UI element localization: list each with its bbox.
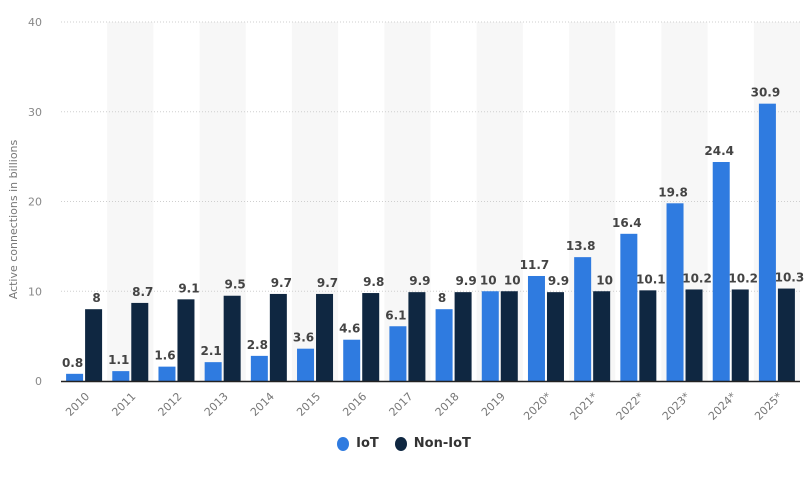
bar-non-iot [593,291,611,381]
y-tick-label: 20 [28,196,42,209]
x-tick-label: 2025* [752,390,785,423]
bar-non-iot [639,290,657,381]
data-label: 9.7 [271,276,292,290]
bar-non-iot [316,293,334,381]
data-label: 9.1 [178,281,199,295]
data-label: 10 [596,273,613,287]
data-label: 9.8 [363,275,384,289]
x-tick-label: 2017 [387,390,416,419]
data-label: 8 [438,291,446,305]
x-tick-label: 2011 [109,390,138,419]
bar-iot [620,233,638,381]
data-label: 2.1 [201,344,222,358]
data-label: 10.3 [775,271,805,285]
bar-iot [158,366,176,381]
bar-iot [481,291,499,381]
legend-marker-non-iot [394,436,407,451]
bar-iot [574,257,592,381]
bar-iot [204,362,222,381]
bar-non-iot [731,289,749,381]
legend: IoT Non-IoT [0,436,808,451]
bar-iot [527,275,545,381]
legend-item-iot[interactable]: IoT [337,436,379,451]
data-label: 1.1 [108,353,129,367]
data-label: 9.9 [548,274,569,288]
x-tick-label: 2021* [567,390,600,423]
bar-iot [435,309,453,381]
x-tick-label: 2018 [433,390,462,419]
bar-non-iot [408,292,426,381]
bar-non-iot [85,309,103,381]
bar-iot [297,348,315,381]
data-label: 30.9 [751,86,781,100]
bar-iot [758,103,776,382]
x-tick-label: 2023* [660,390,693,423]
data-label: 2.8 [247,338,268,352]
x-tick-label: 2016 [340,390,369,419]
x-tick-label: 2014 [248,390,277,419]
bar-non-iot [500,291,518,381]
data-label: 8 [92,291,100,305]
bar-iot [250,355,268,381]
bar-non-iot [362,293,380,381]
data-label: 0.8 [62,356,83,370]
data-label: 8.7 [132,285,153,299]
bar-iot [389,326,407,381]
bar-iot [343,339,361,381]
data-label: 19.8 [658,185,688,199]
data-label: 16.4 [612,216,642,230]
data-label: 3.6 [293,331,314,345]
x-tick-label: 2012 [156,390,185,419]
bar-non-iot [177,299,195,381]
x-tick-label: 2013 [202,390,231,419]
data-label: 13.8 [566,239,596,253]
x-tick-label: 2015 [294,390,323,419]
bar-non-iot [546,292,564,381]
data-label: 4.6 [339,322,360,336]
data-label: 10.2 [728,271,758,285]
bar-non-iot [454,292,472,381]
y-tick-label: 0 [35,375,42,388]
x-tick-label: 2019 [479,390,508,419]
x-tick-label: 2022* [614,390,647,423]
bar-iot [66,373,84,381]
data-label: 9.9 [409,274,430,288]
x-tick-label: 2020* [521,390,554,423]
data-label: 6.1 [385,308,406,322]
bar-iot [666,203,684,381]
data-label: 9.7 [317,276,338,290]
data-label: 9.5 [225,278,246,292]
bar-non-iot [223,295,241,381]
data-label: 24.4 [704,144,734,158]
bar-chart: 0 10 20 30 40 Active connections in billions 0… [7,16,805,423]
legend-marker-iot [337,436,350,451]
bar-non-iot [269,293,287,381]
bar-non-iot [131,302,149,381]
data-label: 11.7 [520,258,550,272]
data-label: 10 [480,273,497,287]
bar-non-iot [685,289,703,381]
y-tick-label: 30 [28,106,42,119]
data-label: 10.2 [682,271,712,285]
legend-label-iot: IoT [356,436,379,451]
data-label: 10 [504,273,521,287]
y-tick-label: 10 [28,285,42,298]
bar-non-iot [777,288,795,381]
bar-iot [112,371,130,381]
x-tick-label: 2024* [706,390,739,423]
y-tick-label: 40 [28,16,42,29]
data-label: 1.6 [154,349,175,363]
x-tick-label: 2010 [63,390,92,419]
legend-item-non-iot[interactable]: Non-IoT [394,436,471,451]
y-axis-title: Active connections in billions [7,139,20,299]
data-label: 10.1 [636,272,666,286]
data-label: 9.9 [455,274,476,288]
legend-label-non-iot: Non-IoT [413,436,471,451]
bar-iot [712,162,730,381]
